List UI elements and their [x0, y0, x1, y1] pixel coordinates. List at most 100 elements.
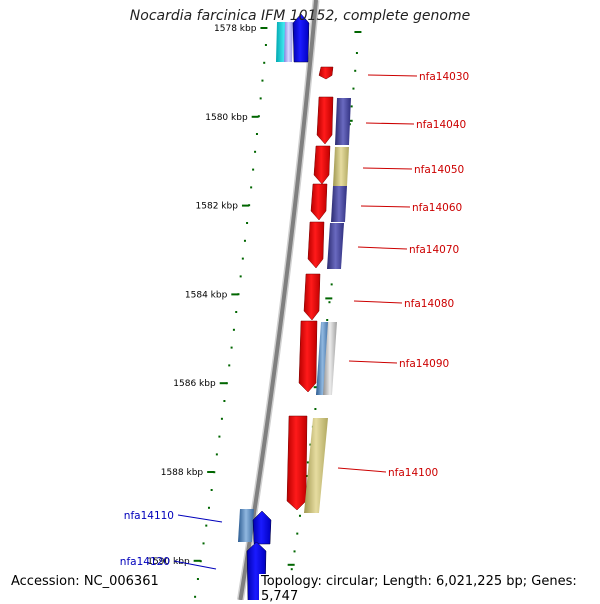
minor-tick [215, 453, 218, 456]
minor-tick [199, 560, 202, 563]
minor-tick [290, 568, 293, 571]
backbone-line [238, 0, 318, 600]
gene-label[interactable]: nfa14030 [419, 71, 469, 83]
gene-leader-line [360, 205, 411, 208]
gene-leader-line [177, 514, 223, 523]
accession-label: Accession: NC_006361 [9, 574, 161, 589]
gene-leader-line [353, 300, 403, 304]
minor-tick [250, 186, 253, 189]
gene-leader-line [357, 246, 408, 250]
minor-tick [243, 239, 246, 242]
minor-tick [354, 69, 357, 72]
minor-tick [296, 532, 299, 535]
cds-silver-feature[interactable] [323, 322, 337, 395]
minor-tick [225, 382, 228, 385]
gene-label[interactable]: nfa14080 [404, 298, 454, 310]
gene-label[interactable]: nfa14090 [399, 358, 449, 370]
reverse-gene-arrow[interactable] [313, 145, 331, 185]
gene-features [238, 13, 351, 600]
ruler-tick-label: 1580 kbp [205, 113, 248, 123]
minor-tick [263, 61, 266, 64]
gene-label[interactable]: nfa14110 [124, 510, 174, 522]
minor-tick [254, 150, 257, 153]
minor-tick [223, 400, 226, 402]
minor-tick [218, 435, 221, 438]
minor-tick [355, 52, 358, 54]
minor-tick [205, 524, 208, 527]
cds-steel-feature[interactable] [316, 322, 329, 395]
minor-tick [248, 204, 251, 207]
ruler-tick-label: 1586 kbp [173, 379, 216, 389]
minor-tick [235, 311, 238, 313]
gene-leader-line [348, 360, 398, 364]
minor-tick [328, 301, 331, 304]
minor-tick [230, 346, 233, 349]
gene-label[interactable]: nfa14050 [414, 164, 464, 176]
reverse-gene-arrow[interactable] [318, 66, 334, 80]
map-title: Nocardia farcinica IFM 10152, complete g… [129, 8, 471, 24]
gene-leader-line [173, 560, 217, 570]
gene-leader-line [365, 122, 415, 125]
gene-label[interactable]: nfa14070 [409, 244, 459, 256]
ruler-tick-label: 1584 kbp [185, 290, 228, 300]
cds-lavender-feature[interactable] [284, 22, 293, 62]
cds-purple-feature[interactable] [331, 186, 347, 222]
minor-tick [298, 514, 301, 517]
minor-tick [314, 408, 317, 410]
minor-tick [196, 578, 199, 580]
ruler-tick-label: 1588 kbp [161, 468, 204, 478]
minor-tick [237, 293, 240, 296]
ruler-tick-label: 1578 kbp [214, 24, 257, 34]
genome-backbone [236, 0, 320, 600]
minor-tick [213, 471, 216, 474]
reverse-gene-arrow[interactable] [286, 415, 308, 511]
minor-tick [309, 443, 312, 446]
minor-tick [220, 417, 223, 420]
cds-khaki-feature[interactable] [333, 147, 349, 186]
minor-tick [306, 461, 309, 464]
minor-tick [259, 97, 262, 100]
reverse-gene-arrow[interactable] [316, 96, 334, 145]
gene-leader-line [367, 74, 418, 77]
reverse-gene-arrow[interactable] [310, 183, 328, 221]
minor-tick [264, 44, 267, 46]
minor-tick [350, 105, 353, 108]
cds-purple-feature[interactable] [335, 98, 351, 145]
minor-tick [232, 328, 235, 331]
minor-tick [239, 275, 242, 278]
gene-label[interactable]: nfa14040 [416, 119, 466, 131]
gene-label[interactable]: nfa14100 [388, 467, 438, 479]
ruler-tick-label: 1590 kbp [147, 557, 190, 567]
reverse-gene-arrow[interactable] [303, 273, 321, 321]
gene-label[interactable]: nfa14060 [412, 202, 462, 214]
minor-tick [228, 364, 231, 367]
cds-purple-feature[interactable] [327, 223, 344, 269]
minor-tick [255, 133, 258, 135]
cds-khaki-feature[interactable] [304, 418, 328, 513]
minor-tick [252, 168, 255, 171]
minor-tick [330, 283, 333, 286]
ruler-tick-label: 1582 kbp [196, 202, 239, 212]
minor-tick [202, 542, 205, 545]
forward-gene-arrow[interactable] [292, 13, 310, 63]
minor-tick [293, 550, 296, 553]
reverse-gene-arrow[interactable] [307, 221, 325, 269]
minor-tick [194, 595, 197, 598]
minor-tick [352, 87, 355, 90]
minor-tick [246, 222, 249, 224]
minor-tick [207, 506, 210, 509]
gene-label[interactable]: nfa14120 [120, 556, 170, 568]
forward-gene-arrow[interactable] [252, 510, 272, 545]
minor-tick [261, 79, 264, 82]
gene-leader-line [362, 167, 413, 170]
genome-summary: Topology: circular; Length: 6,021,225 bp… [259, 574, 600, 604]
minor-tick [210, 489, 213, 491]
minor-tick [326, 319, 329, 321]
minor-tick [241, 257, 244, 260]
cds-steel-feature[interactable] [238, 509, 254, 542]
gene-labels: nfa14030 nfa14040 nfa14050 nfa14060 nfa14070… [120, 71, 469, 570]
reverse-gene-arrow[interactable] [298, 320, 318, 393]
gene-leader-line [337, 467, 387, 473]
